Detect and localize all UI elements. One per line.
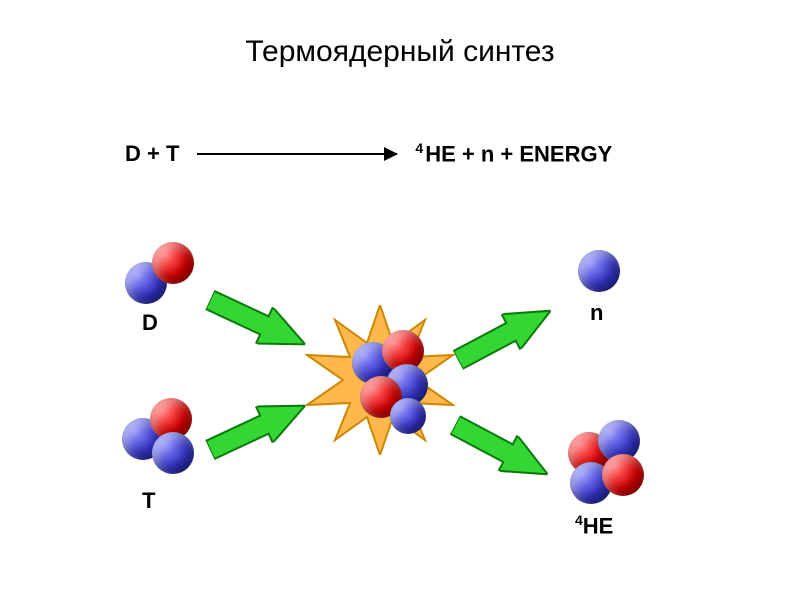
neutron-out bbox=[578, 250, 620, 292]
equation-lhs: D + T bbox=[125, 141, 179, 167]
arrow-he-out bbox=[446, 407, 557, 492]
arrow-t-in bbox=[202, 387, 314, 468]
fusion-diagram: D T n 4HE bbox=[80, 200, 720, 560]
reaction-equation: D + T 4HE + n + ENERGY bbox=[125, 140, 612, 167]
neutron-label: n bbox=[590, 300, 603, 326]
tritium-neutron-2 bbox=[152, 432, 194, 474]
page-title: Термоядерный синтез bbox=[0, 35, 800, 69]
arrow-icon bbox=[197, 153, 397, 155]
equation-rhs: 4HE + n + ENERGY bbox=[415, 140, 612, 167]
arrow-d-in bbox=[202, 282, 314, 363]
deuterium-label: D bbox=[142, 310, 158, 336]
tritium-label: T bbox=[142, 488, 155, 514]
helium-label: 4HE bbox=[575, 512, 613, 539]
center-neutron-3 bbox=[390, 398, 426, 434]
helium-proton-2 bbox=[602, 454, 644, 496]
arrow-n-out bbox=[449, 293, 560, 378]
deuterium-proton bbox=[152, 242, 194, 284]
